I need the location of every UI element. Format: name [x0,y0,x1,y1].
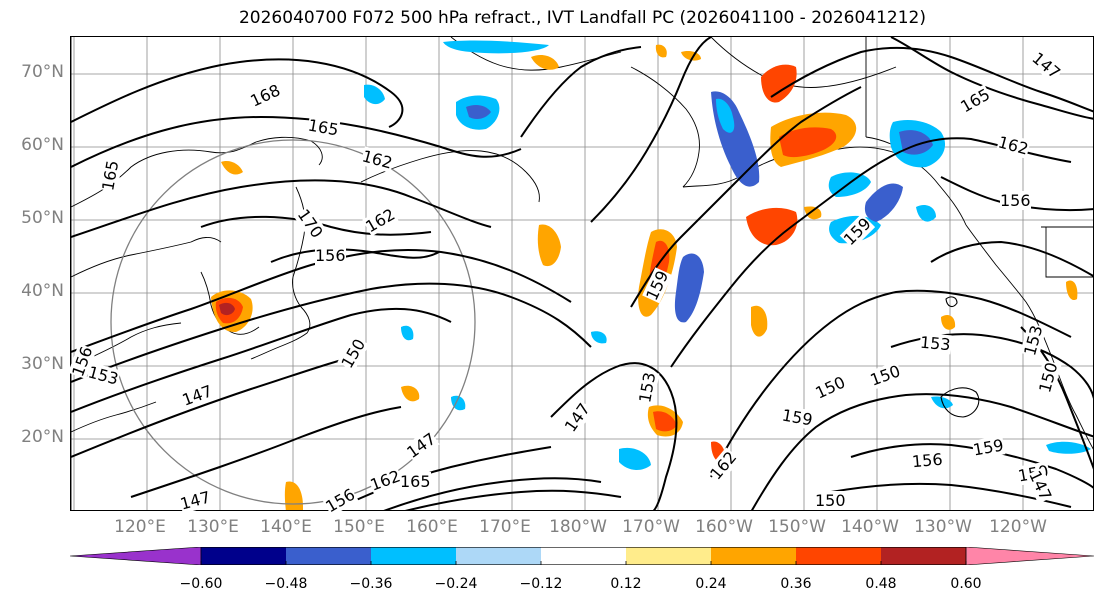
lon-label-150e: 150°E [333,517,385,537]
colorbar-segment [456,547,541,565]
map-panel [70,36,1094,511]
colorbar-segment [541,547,626,565]
colorbar [70,547,1094,565]
contour-lines [71,37,1093,510]
lon-label-150w: 150°W [768,517,826,537]
map-title: 2026040700 F072 500 hPa refract., IVT La… [238,8,926,28]
lon-label-120e: 120°E [114,517,166,537]
thin-contours [940,296,980,418]
lat-label-40n: 40°N [21,281,64,301]
lon-label-140w: 140°W [841,517,899,537]
colorbar-segment [881,547,966,565]
colorbar-segment [626,547,711,565]
colorbar-segment [965,547,1094,565]
lat-label-50n: 50°N [21,208,64,228]
lon-label-160w: 160°W [695,517,753,537]
colorbar-segment [201,547,286,565]
colorbar-tick-label: 0.36 [780,576,812,592]
lon-label-130e: 130°E [187,517,239,537]
colorbar-segment [286,547,371,565]
colorbar-tick-label: 0.24 [695,576,727,592]
colorbar-segment [70,547,202,565]
colorbar-tick-label: −0.12 [519,576,563,592]
lon-label-130w: 130°W [914,517,972,537]
map-canvas [71,37,1093,510]
lon-label-120w: 120°W [989,517,1047,537]
lat-label-30n: 30°N [21,354,64,374]
lon-label-180w: 180°W [549,517,607,537]
lat-label-70n: 70°N [21,62,64,82]
colorbar-tick-label: 0.60 [950,576,982,592]
colorbar-tick-label: 0.12 [610,576,642,592]
coastlines [71,37,1093,510]
graticule [71,37,1093,510]
lon-label-170w: 170°W [622,517,680,537]
lat-label-20n: 20°N [21,427,64,447]
colorbar-segment [711,547,796,565]
colorbar-tick-label: −0.36 [349,576,393,592]
colorbar-tick-label: −0.24 [434,576,478,592]
lat-label-60n: 60°N [21,135,64,155]
colorbar-tick-label: −0.48 [264,576,308,592]
colorbar-tick-label: −0.60 [179,576,223,592]
colorbar-tick-label: 0.48 [865,576,897,592]
colorbar-segment [796,547,881,565]
lon-label-170e: 170°E [479,517,531,537]
lon-label-140e: 140°E [260,517,312,537]
range-circle [110,139,476,505]
lon-label-160e: 160°E [406,517,458,537]
colorbar-segment [371,547,456,565]
